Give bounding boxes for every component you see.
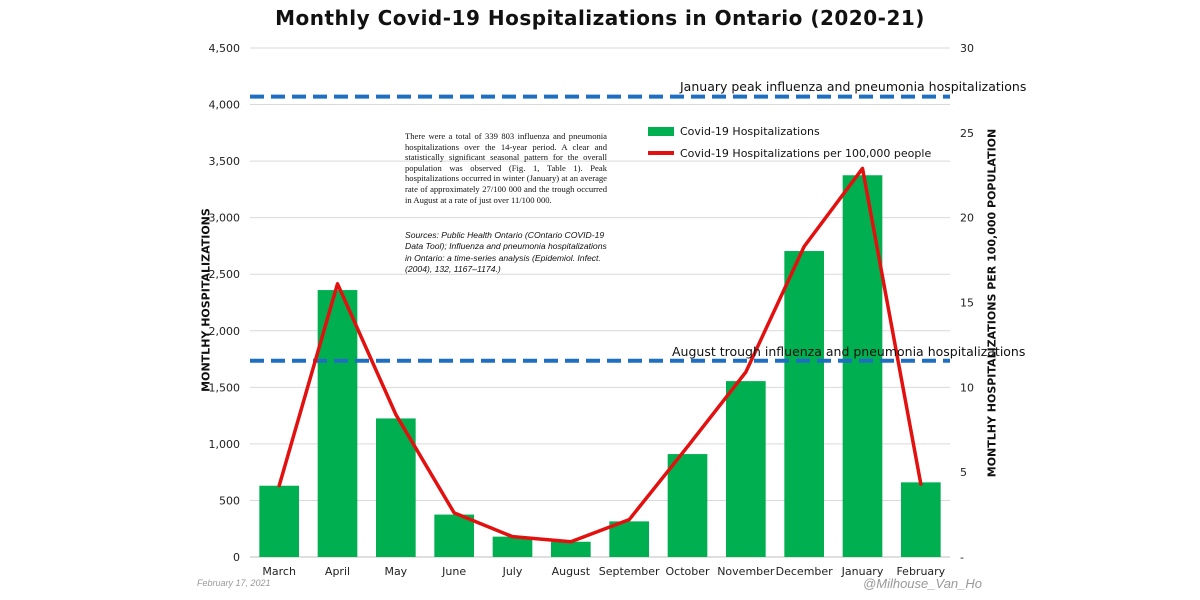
chart-title: Monthly Covid-19 Hospitalizations in Ont… (275, 6, 925, 30)
y-left-tick-label: 3,000 (209, 212, 241, 225)
y-left-tick-label: 3,500 (209, 155, 241, 168)
bar (376, 418, 416, 557)
y-right-tick-label: 30 (960, 42, 974, 55)
footer-handle: @Milhouse_Van_Ho (863, 576, 982, 591)
y-left-tick-label: 1,000 (209, 438, 241, 451)
y-left-tick-label: 1,500 (209, 381, 241, 394)
x-tick-label: September (599, 565, 660, 578)
x-tick-label: August (552, 565, 591, 578)
bar (492, 536, 533, 557)
y-right-tick-label: 20 (960, 212, 974, 225)
bar (551, 541, 591, 557)
legend-swatch-bars (648, 126, 674, 136)
x-tick-label: March (262, 565, 296, 578)
x-tick-label: November (717, 565, 775, 578)
y-axis-right-label: MONTLHY HOSPITALIZATIONS PER 100,000 POP… (985, 128, 999, 478)
legend-item-bars: Covid-19 Hospitalizations (648, 120, 931, 142)
x-tick-label: January (841, 565, 884, 578)
y-left-tick-label: 2,500 (209, 268, 241, 281)
reference-line-label-trough: August trough influenza and pneumonia ho… (672, 344, 1026, 359)
y-left-tick-label: 500 (219, 494, 240, 507)
y-right-tick-label: 5 (960, 466, 967, 479)
y-left-tick-label: 2,000 (209, 325, 241, 338)
y-right-tick-label: 15 (960, 297, 974, 310)
x-tick-label: May (384, 565, 407, 578)
x-tick-label: December (776, 565, 834, 578)
y-left-tick-label: 4,500 (209, 42, 241, 55)
y-left-tick-label: 0 (233, 551, 240, 564)
bar (259, 485, 299, 557)
y-right-tick-label: 10 (960, 381, 974, 394)
legend-item-line: Covid-19 Hospitalizations per 100,000 pe… (648, 142, 931, 164)
x-tick-label: July (502, 565, 523, 578)
bar (901, 482, 941, 557)
bar (726, 381, 766, 557)
annotation-note: There were a total of 339 803 influenza … (405, 131, 607, 205)
legend-label-line: Covid-19 Hospitalizations per 100,000 pe… (680, 146, 932, 160)
legend: Covid-19 Hospitalizations Covid-19 Hospi… (648, 120, 931, 164)
annotation-sources: Sources: Public Health Ontario (COntario… (405, 230, 607, 275)
y-right-tick-label: 25 (960, 127, 974, 140)
footer-date: February 17, 2021 (197, 578, 271, 588)
x-tick-label: April (325, 565, 350, 578)
bar (784, 251, 824, 558)
series-line (277, 166, 923, 544)
reference-line-label-peak: January peak influenza and pneumonia hos… (680, 79, 1027, 94)
y-right-tick-label: - (960, 551, 964, 564)
bar (667, 454, 708, 557)
legend-label-bars: Covid-19 Hospitalizations (680, 124, 820, 138)
bar (434, 514, 474, 557)
bar (609, 521, 649, 557)
y-axis-left-label: MONTLHY HOSPITALIZATIONS (199, 208, 213, 392)
bar (842, 175, 883, 557)
x-tick-label: October (665, 565, 709, 578)
x-tick-label: February (896, 565, 945, 578)
y-left-tick-label: 4,000 (209, 99, 241, 112)
x-tick-label: June (441, 565, 466, 578)
legend-swatch-line (648, 151, 674, 155)
